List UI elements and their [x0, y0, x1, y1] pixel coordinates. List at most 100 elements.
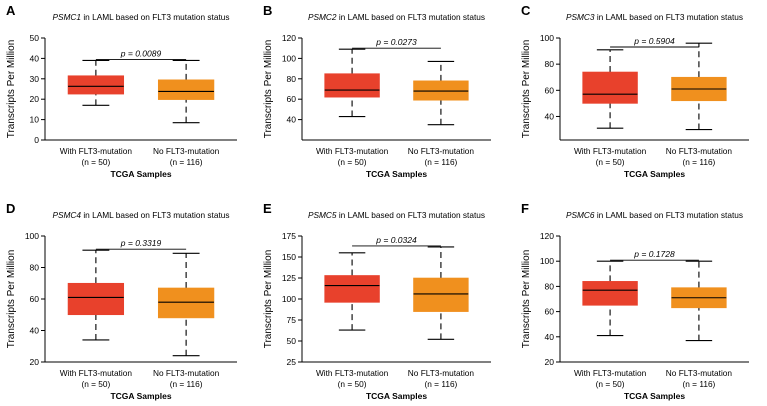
iqr-box — [413, 277, 469, 312]
category-count: (n = 50) — [596, 157, 625, 167]
box-no-flt3 — [671, 260, 727, 342]
y-axis-title: Transcripts Per Million — [521, 40, 532, 139]
title-rest: in LAML based on FLT3 mutation status — [595, 210, 744, 220]
category-count: (n = 50) — [338, 157, 367, 167]
category-count: (n = 50) — [81, 379, 110, 389]
y-tick-label: 20 — [545, 357, 555, 367]
x-axis-title: TCGA Samples — [366, 169, 427, 179]
category-label: No FLT3-mutation — [408, 146, 475, 156]
panel-title: PSMC1 in LAML based on FLT3 mutation sta… — [52, 12, 229, 22]
y-tick-label: 20 — [30, 94, 40, 104]
category-count: (n = 50) — [81, 157, 110, 167]
y-tick-label: 40 — [545, 332, 555, 342]
x-axis-title: TCGA Samples — [110, 169, 171, 179]
box-with-flt3 — [582, 49, 638, 129]
box-no-flt3 — [671, 42, 727, 131]
title-rest: in LAML based on FLT3 mutation status — [595, 12, 744, 22]
category-count: (n = 116) — [425, 379, 458, 389]
category-count: (n = 50) — [596, 379, 625, 389]
panel-letter: B — [263, 3, 272, 18]
box-no-flt3 — [157, 252, 215, 357]
y-tick-label: 40 — [30, 326, 40, 336]
y-tick-label: 100 — [282, 294, 296, 304]
panel-f: F PSMC6 in LAML based on FLT3 mutation st… — [521, 201, 749, 401]
y-tick-label: 120 — [282, 33, 296, 43]
y-tick-label: 150 — [282, 252, 296, 262]
category-label: With FLT3-mutation — [574, 368, 647, 378]
box-with-flt3 — [324, 48, 380, 118]
category-count: (n = 116) — [170, 379, 203, 389]
title-gene: PSMC6 — [566, 210, 595, 220]
y-tick-label: 50 — [30, 33, 40, 43]
box-no-flt3 — [413, 246, 469, 340]
panel-b: B PSMC2 in LAML based on FLT3 mutation st… — [263, 3, 491, 179]
panel-title: PSMC5 in LAML based on FLT3 mutation sta… — [308, 210, 485, 220]
category-label: With FLT3-mutation — [316, 368, 389, 378]
y-tick-label: 175 — [282, 231, 296, 241]
y-tick-label: 50 — [287, 336, 297, 346]
y-tick-label: 20 — [30, 357, 40, 367]
y-tick-label: 100 — [25, 231, 39, 241]
category-count: (n = 50) — [338, 379, 367, 389]
title-rest: in LAML based on FLT3 mutation status — [337, 12, 486, 22]
category-label: With FLT3-mutation — [60, 146, 133, 156]
category-label: No FLT3-mutation — [153, 146, 220, 156]
title-gene: PSMC4 — [52, 210, 81, 220]
category-count: (n = 116) — [683, 379, 716, 389]
box-with-flt3 — [67, 59, 125, 106]
y-tick-label: 40 — [30, 53, 40, 63]
category-label: No FLT3-mutation — [153, 368, 220, 378]
y-tick-label: 10 — [30, 115, 40, 125]
panel-d: D PSMC4 in LAML based on FLT3 mutation st… — [6, 201, 237, 401]
panel-title: PSMC4 in LAML based on FLT3 mutation sta… — [52, 210, 229, 220]
title-rest: in LAML based on FLT3 mutation status — [81, 210, 230, 220]
y-tick-label: 80 — [545, 59, 555, 69]
panel-letter: A — [6, 3, 16, 18]
y-tick-label: 80 — [287, 74, 297, 84]
iqr-box — [67, 75, 125, 95]
category-count: (n = 116) — [425, 157, 458, 167]
p-value: p = 0.0089 — [120, 48, 162, 58]
panel-title: PSMC6 in LAML based on FLT3 mutation sta… — [566, 210, 743, 220]
title-gene: PSMC2 — [308, 12, 337, 22]
box-with-flt3 — [324, 252, 380, 331]
x-axis-title: TCGA Samples — [624, 169, 685, 179]
title-gene: PSMC3 — [566, 12, 595, 22]
y-axis-title: Transcripts Per Million — [263, 250, 274, 349]
box-with-flt3 — [582, 260, 638, 337]
category-label: With FLT3-mutation — [60, 368, 133, 378]
iqr-box — [67, 282, 125, 316]
y-tick-label: 125 — [282, 273, 296, 283]
x-axis-title: TCGA Samples — [110, 391, 171, 401]
y-tick-label: 100 — [282, 53, 296, 63]
y-tick-label: 25 — [287, 357, 297, 367]
y-tick-label: 120 — [540, 231, 554, 241]
y-tick-label: 60 — [30, 294, 40, 304]
y-tick-label: 60 — [545, 85, 555, 95]
panel-letter: F — [521, 201, 529, 216]
y-tick-label: 30 — [30, 74, 40, 84]
iqr-box — [324, 73, 380, 98]
box-with-flt3 — [67, 249, 125, 341]
panel-letter: D — [6, 201, 15, 216]
p-value: p = 0.1728 — [633, 249, 675, 259]
y-tick-label: 75 — [287, 315, 297, 325]
y-tick-label: 40 — [287, 115, 297, 125]
panel-e: E PSMC5 in LAML based on FLT3 mutation st… — [263, 201, 491, 401]
p-value: p = 0.3319 — [120, 238, 162, 248]
iqr-box — [582, 281, 638, 306]
panel-letter: C — [521, 3, 531, 18]
y-tick-label: 60 — [545, 307, 555, 317]
category-label: With FLT3-mutation — [316, 146, 389, 156]
y-tick-label: 100 — [540, 256, 554, 266]
y-axis-title: Transcripts Per Million — [6, 250, 17, 349]
y-tick-label: 80 — [545, 281, 555, 291]
panel-c: C PSMC3 in LAML based on FLT3 mutation st… — [521, 3, 749, 179]
title-rest: in LAML based on FLT3 mutation status — [337, 210, 486, 220]
y-tick-label: 80 — [30, 263, 40, 273]
p-value: p = 0.0324 — [375, 235, 417, 245]
p-value: p = 0.5904 — [633, 36, 675, 46]
y-tick-label: 100 — [540, 33, 554, 43]
